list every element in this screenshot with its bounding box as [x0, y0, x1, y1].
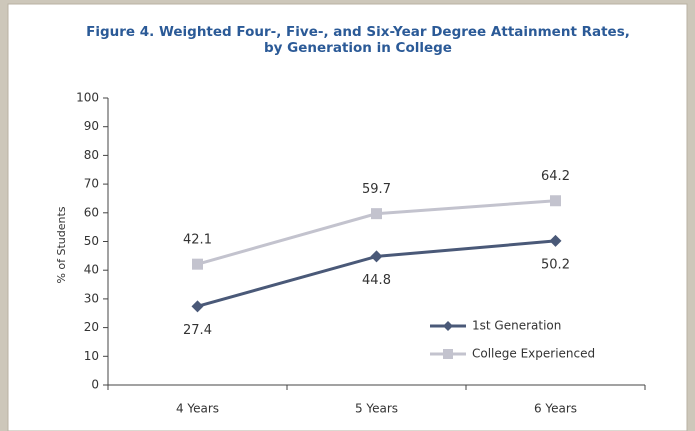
chart-title: Figure 4. Weighted Four-, Five-, and Six…	[86, 24, 630, 40]
y-tick-label: 100	[76, 91, 99, 105]
y-tick-label: 50	[84, 234, 99, 248]
chart-title: by Generation in College	[264, 40, 452, 56]
data-label: 27.4	[183, 323, 212, 338]
y-tick-label: 40	[84, 263, 99, 277]
y-tick-label: 80	[84, 148, 99, 162]
point	[371, 208, 382, 220]
data-label: 64.2	[541, 169, 570, 184]
point	[192, 258, 203, 270]
point	[549, 234, 562, 247]
point	[550, 195, 561, 207]
panel	[7, 3, 688, 431]
legend-marker	[443, 349, 453, 359]
y-tick-label: 20	[84, 320, 99, 334]
y-tick-label: 60	[84, 205, 99, 219]
legend-label: College Experienced	[472, 347, 595, 361]
y-tick-label: 30	[84, 291, 99, 305]
y-tick-label: 10	[84, 349, 99, 363]
point	[370, 250, 383, 263]
y-tick-label: 70	[84, 177, 99, 191]
data-label: 59.7	[362, 182, 391, 197]
data-label: 50.2	[541, 257, 570, 272]
legend-marker	[443, 321, 453, 331]
data-label: 44.8	[362, 273, 391, 288]
x-tick-label: 4 Years	[176, 402, 219, 416]
y-tick-label: 0	[91, 378, 99, 392]
data-label: 42.1	[183, 233, 212, 248]
y-axis-label: % of Students	[55, 206, 68, 283]
legend-label: 1st Generation	[472, 319, 561, 333]
y-tick-label: 90	[84, 119, 99, 133]
x-tick-label: 6 Years	[534, 402, 577, 416]
x-tick-label: 5 Years	[355, 402, 398, 416]
point	[191, 300, 204, 313]
